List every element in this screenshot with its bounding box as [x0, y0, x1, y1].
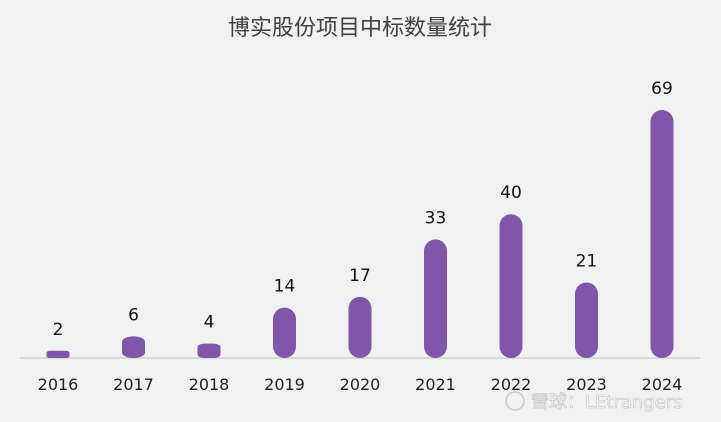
watermark-text: 雪球：LEtrangers	[531, 392, 683, 413]
x-tick-label-2021: 2021	[415, 375, 456, 394]
value-label-2021: 33	[425, 208, 447, 228]
bar-2020	[348, 296, 372, 358]
bar-2016	[46, 350, 70, 358]
x-tick-label-2017: 2017	[113, 375, 154, 394]
bar-2021	[424, 239, 447, 358]
bars-group	[46, 110, 674, 358]
x-tick-label-2023: 2023	[566, 375, 607, 394]
x-tick-label-2019: 2019	[264, 375, 305, 394]
value-label-2022: 40	[500, 183, 522, 203]
bar-2023	[575, 282, 598, 358]
x-tick-label-2016: 2016	[38, 375, 79, 394]
x-tick-label-2022: 2022	[491, 375, 532, 394]
value-label-2016: 2	[53, 320, 64, 340]
value-label-2017: 6	[128, 305, 139, 325]
chart-title: 博实股份项目中标数量统计	[228, 16, 492, 41]
value-labels-group: 2 6 4 14 17 33 40 21 69	[53, 79, 673, 340]
bar-2019	[273, 307, 296, 358]
x-tick-label-2024: 2024	[642, 375, 683, 394]
x-tick-labels-group: 2016 2017 2018 2019 2020 2021 2022 2023 2024	[38, 375, 683, 394]
bar-2018	[197, 343, 221, 358]
x-tick-label-2020: 2020	[340, 375, 381, 394]
bar-2024	[650, 110, 674, 358]
value-label-2023: 21	[576, 252, 598, 272]
value-label-2024: 69	[651, 79, 673, 99]
bar-2017	[122, 336, 145, 358]
x-tick-label-2018: 2018	[189, 375, 230, 394]
value-label-2019: 14	[274, 277, 296, 297]
bar-2022	[499, 214, 523, 358]
watermark: 雪球：LEtrangers	[505, 391, 683, 413]
value-label-2018: 4	[204, 313, 215, 333]
value-label-2020: 17	[349, 266, 371, 286]
watermark-logo-icon	[505, 391, 525, 411]
